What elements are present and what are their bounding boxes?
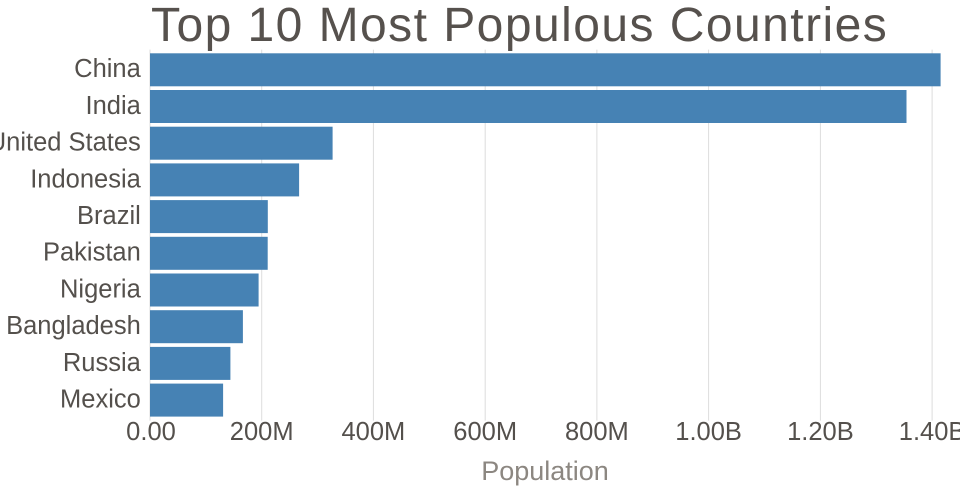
svg-text:0.00: 0.00	[126, 418, 176, 446]
svg-text:200M: 200M	[230, 418, 294, 446]
svg-text:Nigeria: Nigeria	[60, 275, 142, 303]
svg-text:Population: Population	[481, 456, 609, 486]
svg-text:Brazil: Brazil	[77, 202, 141, 230]
svg-text:400M: 400M	[342, 418, 406, 446]
svg-text:United States: United States	[0, 129, 141, 157]
svg-text:Top 10 Most Populous Countries: Top 10 Most Populous Countries	[151, 0, 888, 52]
svg-text:Indonesia: Indonesia	[30, 165, 141, 193]
svg-text:Mexico: Mexico	[60, 386, 141, 414]
svg-text:1.20B: 1.20B	[787, 418, 854, 446]
svg-text:800M: 800M	[565, 418, 629, 446]
svg-text:China: China	[74, 55, 141, 83]
svg-text:1.40B: 1.40B	[899, 418, 960, 446]
svg-text:India: India	[86, 92, 142, 120]
svg-text:1.00B: 1.00B	[675, 418, 742, 446]
svg-text:Pakistan: Pakistan	[43, 239, 141, 267]
svg-text:Bangladesh: Bangladesh	[6, 312, 141, 340]
svg-text:Russia: Russia	[63, 349, 142, 377]
svg-text:600M: 600M	[453, 418, 517, 446]
